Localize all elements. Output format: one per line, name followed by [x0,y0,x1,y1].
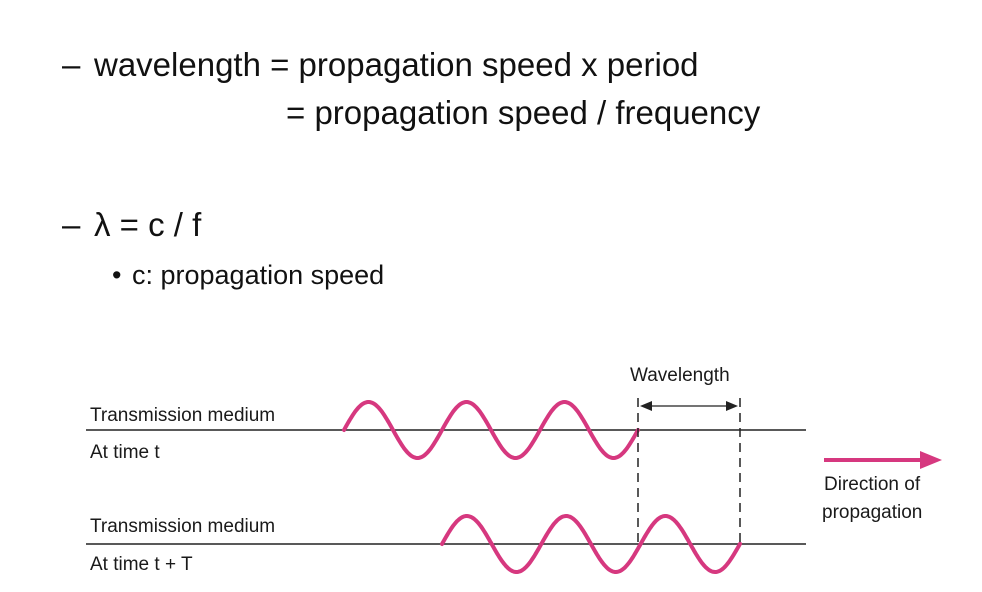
dash-marker: – [62,206,81,243]
direction-label-line2: propagation [822,502,922,523]
lambda-formula-text: λ = c / f [94,206,202,243]
formula-continuation: = propagation speed / frequency [286,94,760,132]
wave-at-time-t-plus-T [440,514,742,574]
wavelength-arrowhead-left [640,401,652,411]
time-label-top: At time t [90,442,160,463]
time-label-bottom: At time t + T [90,554,193,575]
direction-label-line1: Direction of [824,474,921,495]
bullet-marker: • [112,260,122,290]
direction-arrowhead [920,451,942,469]
medium-label-bottom: Transmission medium [90,516,275,537]
formula-text: wavelength = propagation speed x period [94,46,699,83]
sub-bullet-text: c: propagation speed [132,260,385,290]
wavelength-arrowhead-right [726,401,738,411]
medium-label-top: Transmission medium [90,405,275,426]
formula-continuation-text: = propagation speed / frequency [286,94,761,131]
wave-at-time-t [342,400,640,460]
wavelength-label: Wavelength [630,365,730,386]
dash-marker: – [62,46,81,83]
